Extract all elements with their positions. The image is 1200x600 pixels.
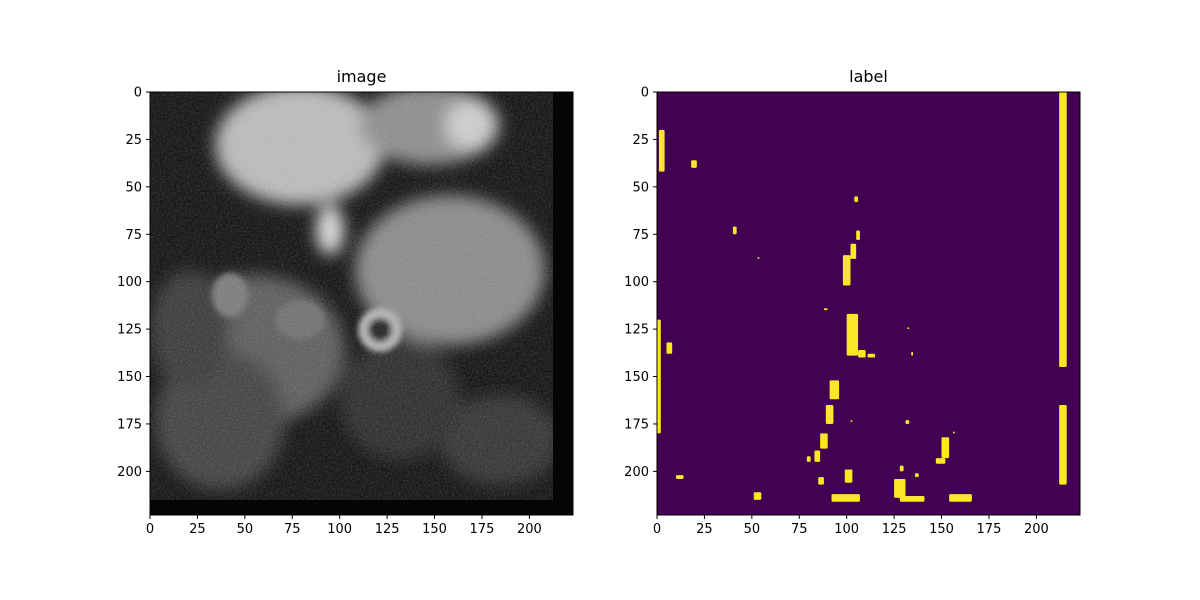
label-region <box>856 230 860 240</box>
label-x-tick-label: 50 <box>744 522 761 537</box>
label-region <box>899 496 925 502</box>
label-region <box>911 351 914 356</box>
label-region <box>907 327 910 330</box>
label-region <box>814 450 821 462</box>
image-y-tick-label: 0 <box>134 86 142 101</box>
label-y-tick-label: 25 <box>632 133 649 148</box>
label-x-tick-label: 150 <box>929 522 954 537</box>
image-x-tick-label: 125 <box>375 522 400 537</box>
label-x-tick-label: 200 <box>1024 522 1049 537</box>
label-region <box>691 160 697 168</box>
label-region <box>949 494 972 502</box>
label-region <box>850 420 853 423</box>
label-region <box>666 342 673 354</box>
label-region <box>831 494 860 502</box>
label-region <box>850 243 857 259</box>
image-y-tick-label: 175 <box>117 417 142 432</box>
label-x-tick-label: 125 <box>882 522 907 537</box>
label-region <box>894 478 906 498</box>
label-region <box>1059 92 1067 368</box>
label-y-tick-label: 75 <box>632 228 649 243</box>
label-region <box>867 353 876 358</box>
label-y-tick-label: 125 <box>624 323 649 338</box>
label-region <box>846 313 859 356</box>
image-x-tick-label: 150 <box>422 522 447 537</box>
label-region <box>844 469 853 483</box>
label-region <box>941 437 950 459</box>
label-panel: label 0 25 50 75 100 125 150 175 200 0 25 50 75 100 1… <box>624 67 1081 537</box>
label-x-ticks: 0 25 50 75 100 125 150 175 200 <box>653 515 1049 537</box>
label-region <box>952 431 955 434</box>
label-x-tick-label: 0 <box>653 522 661 537</box>
label-region <box>935 458 946 464</box>
label-region <box>858 349 866 358</box>
label-y-tick-label: 50 <box>632 180 649 195</box>
image-x-tick-label: 175 <box>470 522 495 537</box>
label-region <box>806 456 811 462</box>
label-region <box>825 404 834 424</box>
label-y-tick-label: 175 <box>624 417 649 432</box>
label-y-tick-label: 100 <box>624 275 649 290</box>
image-x-tick-label: 75 <box>284 522 301 537</box>
image-y-tick-label: 100 <box>117 275 142 290</box>
label-x-tick-label: 75 <box>791 522 808 537</box>
label-region <box>820 433 828 449</box>
label-axes-frame <box>656 91 1081 516</box>
image-x-tick-label: 200 <box>517 522 542 537</box>
image-x-tick-label: 50 <box>237 522 254 537</box>
label-region <box>675 475 684 479</box>
image-y-tick-label: 75 <box>125 228 142 243</box>
label-region <box>658 129 665 172</box>
label-region <box>854 196 859 203</box>
mri-image <box>150 92 573 515</box>
image-y-tick-label: 150 <box>117 370 142 385</box>
image-x-tick-label: 0 <box>146 522 154 537</box>
label-x-tick-label: 100 <box>834 522 859 537</box>
label-x-tick-label: 25 <box>696 522 713 537</box>
image-panel: image <box>117 67 574 537</box>
image-axes-frame <box>149 91 574 516</box>
label-y-tick-label: 0 <box>641 86 649 101</box>
label-y-ticks: 0 25 50 75 100 125 150 175 200 <box>624 86 657 480</box>
label-regions <box>657 92 1067 502</box>
label-region <box>871 353 874 356</box>
label-region <box>823 308 828 311</box>
image-x-tick-label: 100 <box>327 522 352 537</box>
image-y-ticks: 0 25 50 75 100 125 150 175 200 <box>117 86 150 480</box>
image-x-tick-label: 25 <box>189 522 206 537</box>
image-y-tick-label: 25 <box>125 133 142 148</box>
label-background <box>657 92 1080 515</box>
label-region <box>732 226 737 235</box>
label-region <box>757 257 760 259</box>
label-region <box>753 492 762 500</box>
image-y-tick-label: 50 <box>125 180 142 195</box>
image-y-tick-label: 125 <box>117 323 142 338</box>
image-y-tick-label: 200 <box>117 465 142 480</box>
label-region <box>829 380 840 400</box>
label-region <box>905 420 910 424</box>
image-x-ticks: 0 25 50 75 100 125 150 175 200 <box>146 515 542 537</box>
label-region <box>818 477 824 485</box>
label-x-tick-label: 175 <box>977 522 1002 537</box>
label-region <box>842 255 851 286</box>
label-y-tick-label: 200 <box>624 465 649 480</box>
label-y-tick-label: 150 <box>624 370 649 385</box>
label-region <box>657 319 661 434</box>
image-panel-title: image <box>337 67 387 86</box>
label-region <box>899 465 904 472</box>
label-region <box>914 473 919 478</box>
label-region <box>1059 404 1067 485</box>
label-panel-title: label <box>849 67 888 86</box>
